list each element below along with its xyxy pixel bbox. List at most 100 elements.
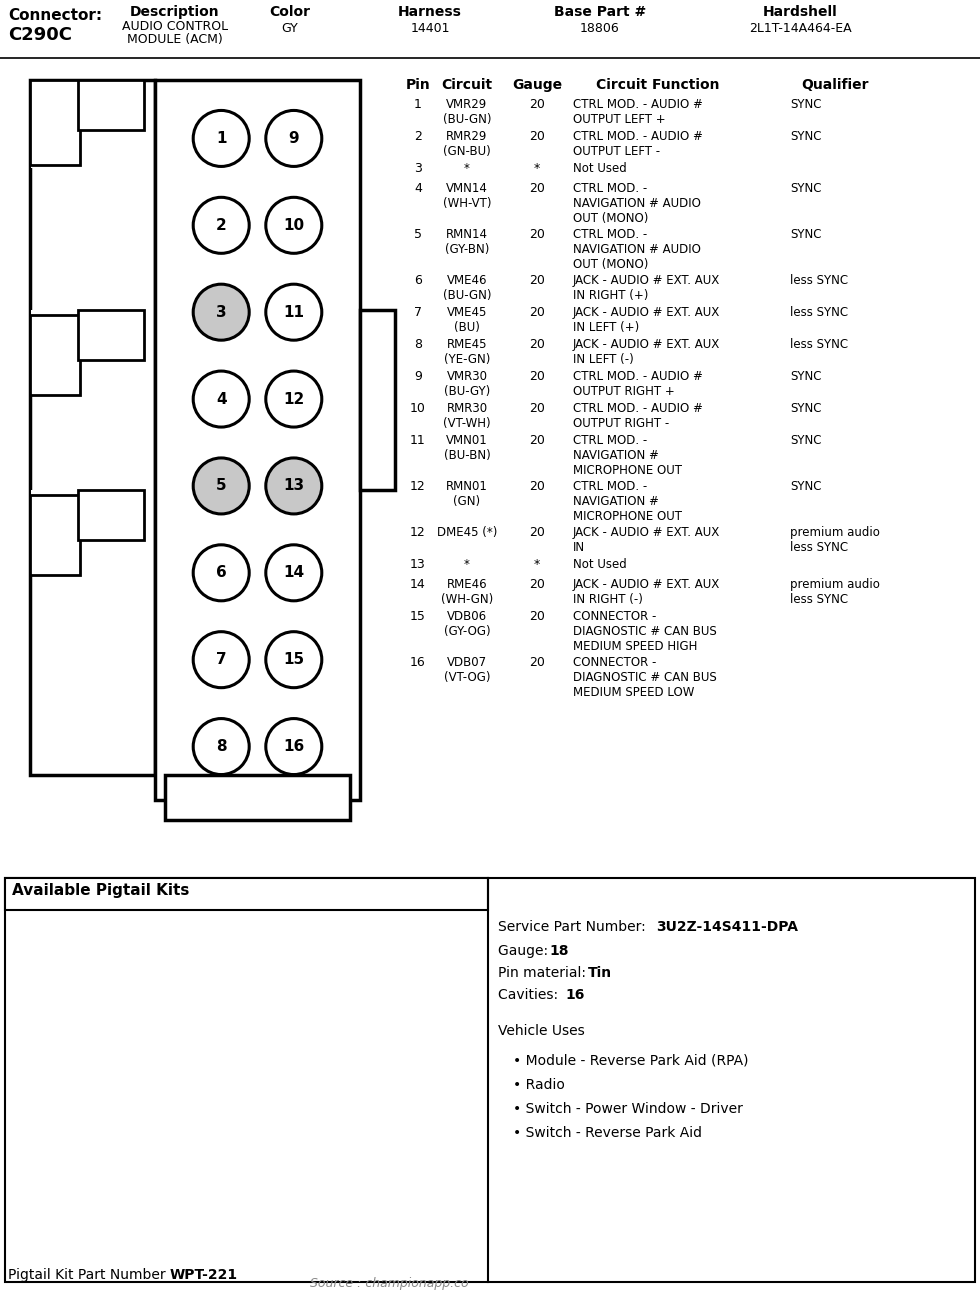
Bar [78, 490, 144, 540]
Text: 18: 18 [549, 944, 568, 958]
Bar [30, 80, 155, 775]
Text: DME45 (*): DME45 (*) [437, 526, 497, 539]
Text: Harness: Harness [398, 5, 462, 20]
Circle shape [193, 719, 249, 775]
Text: 1: 1 [216, 130, 226, 146]
Text: SYNC: SYNC [790, 434, 821, 447]
Text: VDB07
(VT-OG): VDB07 (VT-OG) [444, 656, 490, 685]
Text: 6: 6 [415, 274, 422, 287]
Text: 20: 20 [529, 402, 545, 415]
Circle shape [266, 372, 321, 428]
Text: premium audio
less SYNC: premium audio less SYNC [790, 578, 880, 606]
Text: Not Used: Not Used [573, 558, 627, 571]
Text: Circuit: Circuit [441, 78, 493, 93]
Bar [30, 80, 80, 166]
Text: 16: 16 [283, 739, 305, 754]
Text: *: * [534, 162, 540, 175]
Text: 13: 13 [410, 558, 426, 571]
Text: 4: 4 [216, 391, 226, 407]
Text: 15: 15 [283, 652, 305, 668]
Circle shape [193, 111, 249, 167]
Text: 3U2Z-14S411-DPA: 3U2Z-14S411-DPA [656, 921, 798, 934]
Text: Vehicle Uses: Vehicle Uses [498, 1024, 585, 1038]
Text: *: * [465, 558, 470, 571]
Text: SYNC: SYNC [790, 98, 821, 111]
Text: VME46
(BU-GN): VME46 (BU-GN) [443, 274, 491, 303]
Text: 14401: 14401 [411, 22, 450, 35]
Text: 9: 9 [415, 370, 422, 383]
Text: VDB06
(GY-OG): VDB06 (GY-OG) [444, 610, 490, 638]
Text: RMN14
(GY-BN): RMN14 (GY-BN) [445, 228, 489, 256]
Text: SYNC: SYNC [790, 228, 821, 241]
Circle shape [266, 197, 321, 253]
Text: 2L1T-14A464-EA: 2L1T-14A464-EA [749, 22, 852, 35]
Text: RMN01
(GN): RMN01 (GN) [446, 480, 488, 509]
Text: JACK - AUDIO # EXT. AUX
IN RIGHT (+): JACK - AUDIO # EXT. AUX IN RIGHT (+) [573, 274, 720, 303]
Text: premium audio
less SYNC: premium audio less SYNC [790, 526, 880, 554]
Text: Tin: Tin [588, 966, 612, 981]
Text: SYNC: SYNC [790, 130, 821, 143]
Text: 6: 6 [216, 566, 226, 580]
Text: Circuit Function: Circuit Function [596, 78, 719, 93]
Text: 14: 14 [410, 578, 426, 591]
Text: 8: 8 [414, 338, 422, 351]
Text: VMR29
(BU-GN): VMR29 (BU-GN) [443, 98, 491, 126]
Text: 4: 4 [415, 183, 422, 196]
Circle shape [266, 111, 321, 167]
Text: Connector:: Connector: [8, 8, 102, 23]
Text: JACK - AUDIO # EXT. AUX
IN RIGHT (-): JACK - AUDIO # EXT. AUX IN RIGHT (-) [573, 578, 720, 606]
Circle shape [266, 284, 321, 340]
Text: SYNC: SYNC [790, 480, 821, 493]
Text: • Switch - Power Window - Driver: • Switch - Power Window - Driver [513, 1102, 743, 1116]
Text: 14: 14 [283, 566, 305, 580]
Text: MODULE (ACM): MODULE (ACM) [127, 33, 222, 46]
Text: 16: 16 [565, 988, 584, 1001]
Text: Source : championapp.co: Source : championapp.co [310, 1277, 468, 1290]
Text: Gauge:: Gauge: [498, 944, 553, 958]
Circle shape [193, 458, 249, 514]
Text: CTRL MOD. -
NAVIGATION #
MICROPHONE OUT: CTRL MOD. - NAVIGATION # MICROPHONE OUT [573, 480, 682, 523]
Text: • Module - Reverse Park Aid (RPA): • Module - Reverse Park Aid (RPA) [513, 1054, 749, 1068]
Text: 12: 12 [410, 526, 426, 539]
Text: RMR29
(GN-BU): RMR29 (GN-BU) [443, 130, 491, 158]
Text: 20: 20 [529, 183, 545, 196]
Text: 2: 2 [216, 218, 226, 233]
Text: VMN01
(BU-BN): VMN01 (BU-BN) [444, 434, 490, 462]
Circle shape [266, 631, 321, 687]
Text: AUDIO CONTROL: AUDIO CONTROL [122, 20, 228, 33]
Text: Description: Description [130, 5, 220, 20]
Text: 20: 20 [529, 656, 545, 669]
Circle shape [193, 545, 249, 601]
Text: 20: 20 [529, 578, 545, 591]
Text: 18806: 18806 [580, 22, 620, 35]
Text: 10: 10 [410, 402, 426, 415]
Text: Gauge: Gauge [512, 78, 563, 93]
Text: 20: 20 [529, 480, 545, 493]
Bar [360, 310, 395, 490]
Text: 3: 3 [216, 305, 226, 319]
Text: JACK - AUDIO # EXT. AUX
IN LEFT (-): JACK - AUDIO # EXT. AUX IN LEFT (-) [573, 338, 720, 366]
Text: 20: 20 [529, 434, 545, 447]
Text: 20: 20 [529, 130, 545, 143]
Text: 3: 3 [415, 162, 422, 175]
Text: 20: 20 [529, 526, 545, 539]
Text: 12: 12 [283, 391, 305, 407]
Text: 7: 7 [216, 652, 226, 668]
Text: less SYNC: less SYNC [790, 306, 848, 319]
Text: 16: 16 [410, 656, 426, 669]
Text: • Radio: • Radio [513, 1078, 564, 1091]
Text: GY: GY [281, 22, 298, 35]
Text: *: * [465, 162, 470, 175]
Bar [165, 775, 350, 820]
Text: VME45
(BU): VME45 (BU) [447, 306, 487, 334]
Text: C290C: C290C [8, 26, 72, 44]
Text: CONNECTOR -
DIAGNOSTIC # CAN BUS
MEDIUM SPEED LOW: CONNECTOR - DIAGNOSTIC # CAN BUS MEDIUM … [573, 656, 716, 699]
Text: 7: 7 [414, 306, 422, 319]
Bar [5, 878, 975, 1282]
Bar [5, 878, 488, 910]
Text: 2: 2 [415, 130, 422, 143]
Text: CONNECTOR -
DIAGNOSTIC # CAN BUS
MEDIUM SPEED HIGH: CONNECTOR - DIAGNOSTIC # CAN BUS MEDIUM … [573, 610, 716, 653]
Text: Pigtail Kit Part Number: Pigtail Kit Part Number [8, 1267, 170, 1282]
Text: CTRL MOD. -
NAVIGATION # AUDIO
OUT (MONO): CTRL MOD. - NAVIGATION # AUDIO OUT (MONO… [573, 183, 701, 226]
Circle shape [266, 545, 321, 601]
